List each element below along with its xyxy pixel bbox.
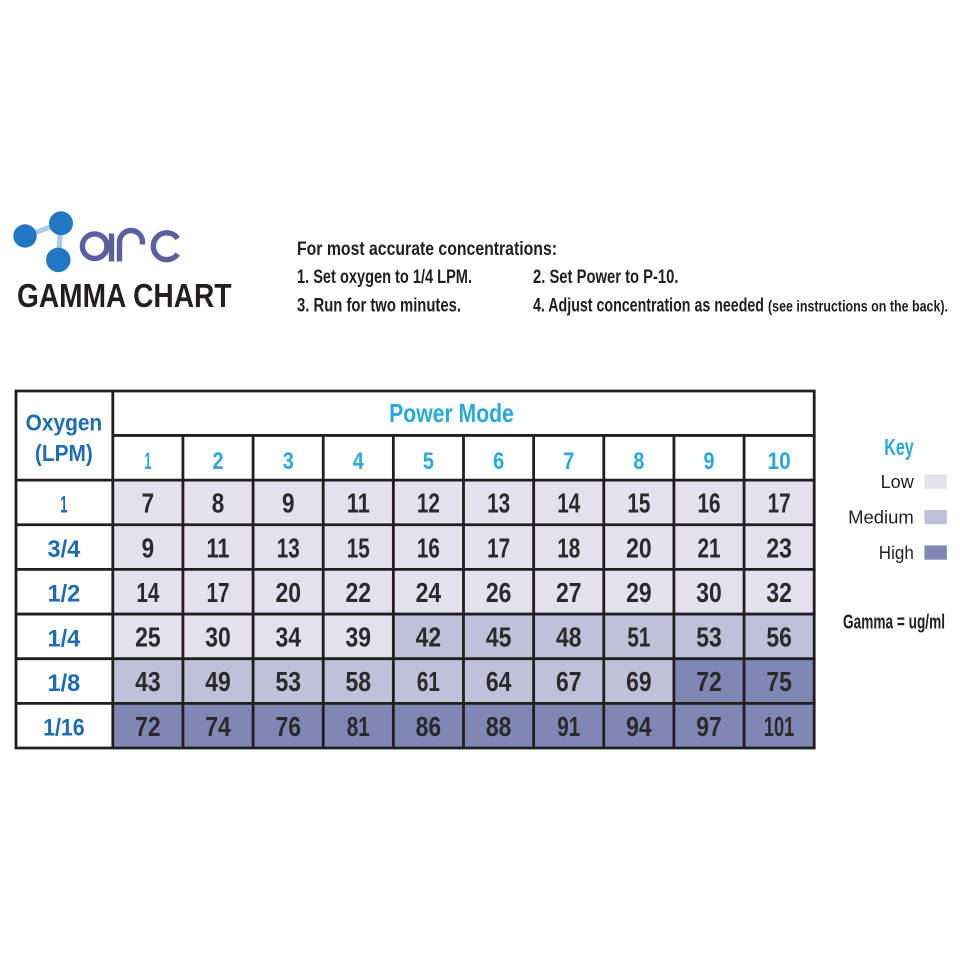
svg-text:72: 72 <box>135 711 161 742</box>
svg-text:16: 16 <box>698 488 721 519</box>
svg-text:11: 11 <box>347 488 370 519</box>
svg-text:14: 14 <box>557 488 580 519</box>
svg-text:7: 7 <box>142 488 155 519</box>
svg-text:1/8: 1/8 <box>48 670 81 697</box>
svg-text:Oxygen: Oxygen <box>26 410 103 436</box>
svg-text:9: 9 <box>704 448 715 475</box>
svg-text:64: 64 <box>486 666 512 697</box>
svg-text:101: 101 <box>764 711 795 742</box>
svg-text:58: 58 <box>346 666 372 697</box>
svg-text:9: 9 <box>142 532 155 563</box>
svg-text:6: 6 <box>493 448 504 475</box>
svg-text:24: 24 <box>416 577 442 608</box>
svg-text:20: 20 <box>626 532 652 563</box>
svg-text:88: 88 <box>486 711 512 742</box>
svg-text:75: 75 <box>766 666 792 697</box>
svg-text:12: 12 <box>417 488 440 519</box>
svg-text:4. Adjust concentration as nee: 4. Adjust concentration as needed (see in… <box>533 294 948 316</box>
svg-text:94: 94 <box>626 711 652 742</box>
svg-text:69: 69 <box>626 666 652 697</box>
svg-text:30: 30 <box>696 577 722 608</box>
svg-text:2. Set Power to P-10.: 2. Set Power to P-10. <box>533 266 679 288</box>
svg-text:29: 29 <box>626 577 652 608</box>
svg-text:Medium: Medium <box>848 506 914 527</box>
svg-text:GAMMA CHART: GAMMA CHART <box>17 278 232 315</box>
svg-text:7: 7 <box>563 448 574 475</box>
svg-text:17: 17 <box>487 532 510 563</box>
svg-text:5: 5 <box>423 448 434 475</box>
svg-text:49: 49 <box>205 666 231 697</box>
svg-text:48: 48 <box>556 622 582 653</box>
svg-text:1: 1 <box>60 491 67 518</box>
svg-text:25: 25 <box>135 622 161 653</box>
svg-text:15: 15 <box>627 488 650 519</box>
svg-text:15: 15 <box>347 532 370 563</box>
svg-text:10: 10 <box>768 448 791 475</box>
svg-text:74: 74 <box>205 711 231 742</box>
svg-text:3: 3 <box>283 448 294 475</box>
svg-text:34: 34 <box>275 622 301 653</box>
svg-text:13: 13 <box>277 532 300 563</box>
svg-text:2: 2 <box>213 448 224 475</box>
svg-text:1. Set oxygen to 1/4 LPM.: 1. Set oxygen to 1/4 LPM. <box>297 266 472 288</box>
svg-text:3. Run for two minutes.: 3. Run for two minutes. <box>297 294 461 316</box>
svg-text:97: 97 <box>696 711 722 742</box>
svg-text:51: 51 <box>627 622 650 653</box>
svg-text:8: 8 <box>633 448 644 475</box>
svg-text:1/4: 1/4 <box>48 625 81 652</box>
svg-text:67: 67 <box>556 666 582 697</box>
svg-text:26: 26 <box>486 577 512 608</box>
svg-text:Power Mode: Power Mode <box>389 398 514 428</box>
svg-text:8: 8 <box>212 488 225 519</box>
svg-text:53: 53 <box>696 622 722 653</box>
svg-text:17: 17 <box>768 488 791 519</box>
svg-text:Gamma = ug/ml: Gamma = ug/ml <box>843 612 945 634</box>
svg-text:11: 11 <box>207 532 230 563</box>
svg-text:Key: Key <box>884 434 914 460</box>
svg-text:61: 61 <box>417 666 440 697</box>
svg-text:14: 14 <box>136 577 159 608</box>
svg-text:Low: Low <box>881 471 915 492</box>
svg-text:27: 27 <box>556 577 582 608</box>
svg-text:20: 20 <box>275 577 301 608</box>
svg-text:17: 17 <box>207 577 230 608</box>
svg-text:30: 30 <box>205 622 231 653</box>
svg-text:42: 42 <box>416 622 442 653</box>
svg-text:3/4: 3/4 <box>48 536 81 563</box>
svg-text:4: 4 <box>353 448 364 475</box>
svg-text:45: 45 <box>486 622 512 653</box>
svg-text:1/16: 1/16 <box>43 715 85 742</box>
svg-text:16: 16 <box>417 532 440 563</box>
svg-text:High: High <box>879 542 914 563</box>
svg-text:1/2: 1/2 <box>48 581 81 608</box>
svg-text:(LPM): (LPM) <box>35 440 93 466</box>
svg-text:76: 76 <box>275 711 301 742</box>
svg-text:86: 86 <box>416 711 442 742</box>
svg-text:39: 39 <box>346 622 372 653</box>
svg-text:81: 81 <box>347 711 370 742</box>
svg-text:9: 9 <box>282 488 295 519</box>
svg-text:56: 56 <box>766 622 792 653</box>
svg-text:18: 18 <box>557 532 580 563</box>
svg-text:For most accurate concentratio: For most accurate concentrations: <box>297 238 557 260</box>
svg-text:1: 1 <box>144 448 151 475</box>
svg-text:32: 32 <box>766 577 792 608</box>
svg-text:23: 23 <box>766 532 792 563</box>
svg-text:21: 21 <box>698 532 721 563</box>
svg-text:72: 72 <box>696 666 722 697</box>
svg-text:91: 91 <box>557 711 580 742</box>
svg-text:43: 43 <box>135 666 161 697</box>
svg-text:53: 53 <box>275 666 301 697</box>
svg-text:13: 13 <box>487 488 510 519</box>
svg-text:22: 22 <box>346 577 372 608</box>
